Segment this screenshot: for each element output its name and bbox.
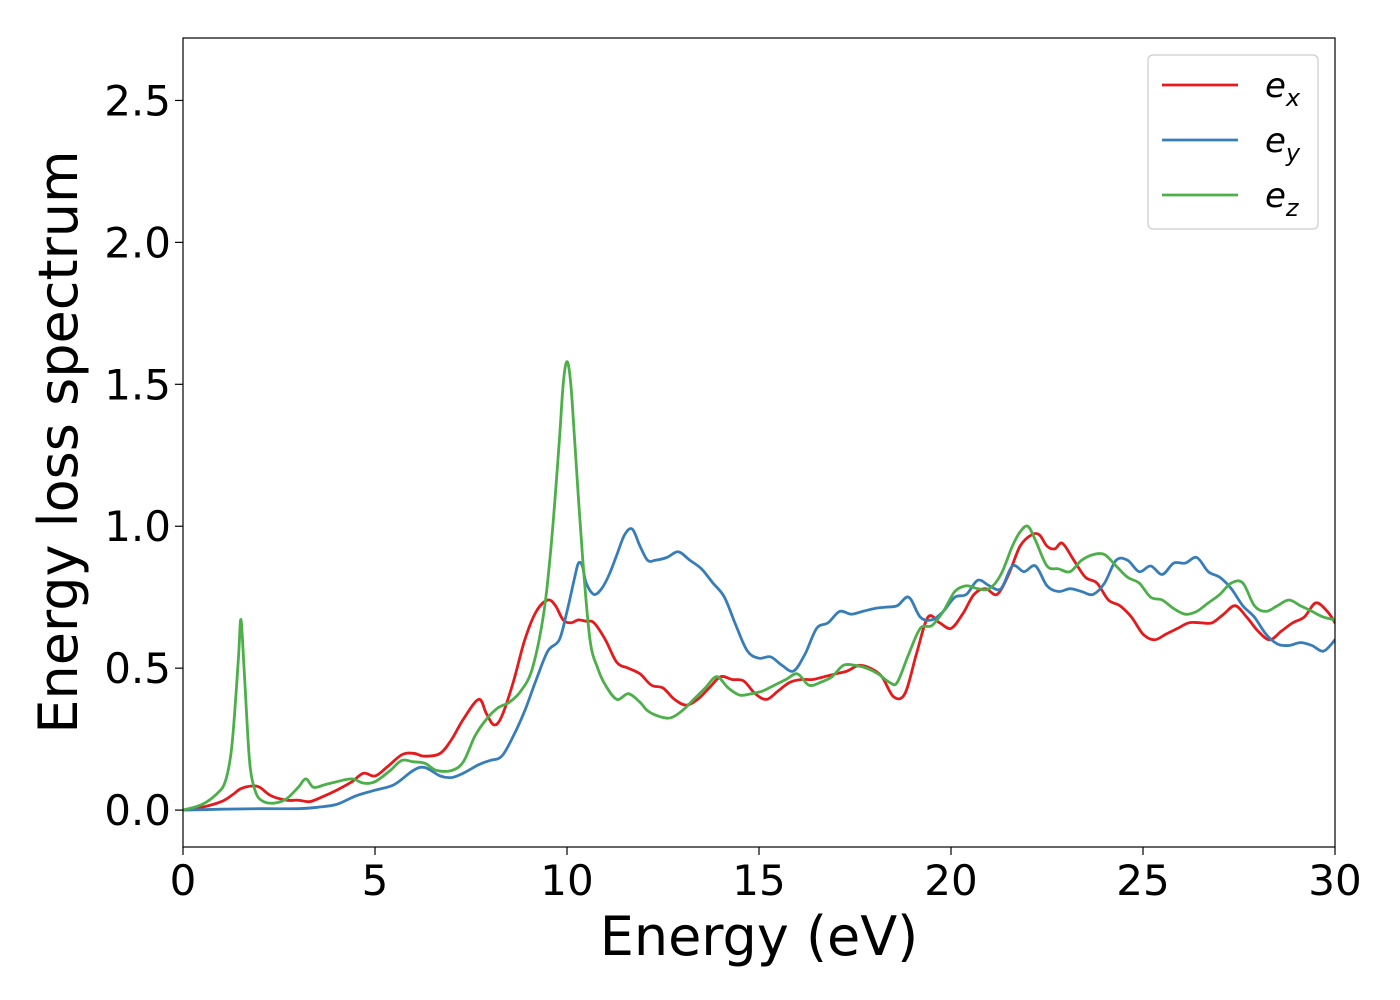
x-tick-label: 0 (170, 856, 197, 905)
y-tick-label: 0.5 (104, 644, 171, 693)
legend-label-z: ez (1265, 176, 1300, 222)
y-tick-label: 0.0 (104, 786, 171, 835)
legend: ex ey ez (1147, 54, 1319, 230)
y-tick-label: 1.5 (104, 360, 171, 409)
y-axis-ticks: 0.0 0.5 1.0 1.5 2.0 2.5 (104, 76, 183, 835)
x-axis-label: Energy (eV) (600, 905, 919, 968)
legend-frame (1147, 54, 1319, 230)
y-tick-label: 2.0 (104, 218, 171, 267)
legend-label-y: ey (1265, 121, 1301, 167)
plot-area (183, 38, 1335, 847)
x-tick-label: 15 (732, 856, 785, 905)
x-tick-label: 30 (1308, 856, 1361, 905)
y-tick-label: 1.0 (104, 502, 171, 551)
x-tick-label: 25 (1116, 856, 1169, 905)
legend-label-x: ex (1265, 66, 1301, 112)
series-lines (183, 360, 1335, 812)
series-line-y (183, 527, 1335, 812)
y-tick-label: 2.5 (104, 76, 171, 125)
series-line-x (183, 531, 1335, 812)
series-line-z (183, 360, 1335, 812)
x-axis-ticks: 0 5 10 15 20 25 30 (170, 847, 1362, 905)
x-tick-label: 10 (540, 856, 593, 905)
y-axis-label: Energy loss spectrum (27, 150, 90, 733)
x-tick-label: 5 (362, 856, 389, 905)
x-tick-label: 20 (924, 856, 977, 905)
